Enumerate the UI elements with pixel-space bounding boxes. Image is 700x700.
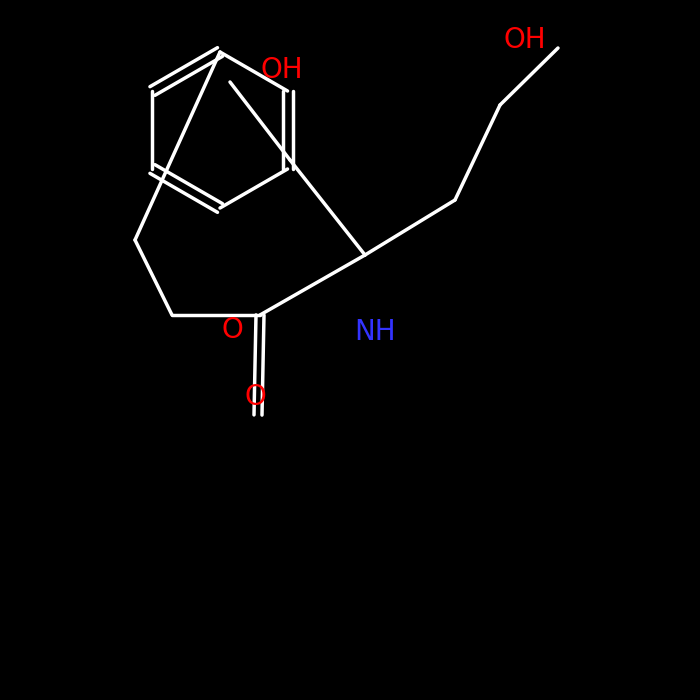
Text: O: O [244,383,266,411]
Text: OH: OH [504,26,546,54]
Text: O: O [221,316,243,344]
Text: OH: OH [260,56,303,84]
Text: NH: NH [354,318,395,346]
